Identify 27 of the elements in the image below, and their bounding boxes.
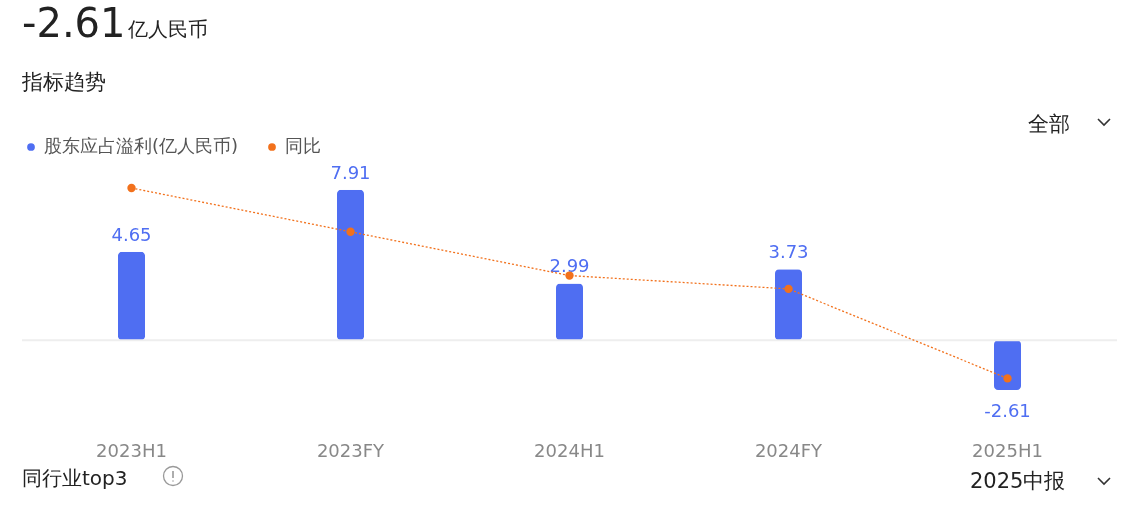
bar bbox=[556, 283, 583, 341]
text: 指标趋势 bbox=[22, 69, 106, 96]
x-tick-label: 2025H1 bbox=[972, 439, 1043, 461]
text: 同行业top3 bbox=[22, 465, 128, 492]
legend-label: 同比 bbox=[285, 135, 321, 156]
data-label: -2.61 bbox=[984, 400, 1031, 421]
data-label: 2.99 bbox=[549, 255, 590, 277]
point bbox=[127, 183, 136, 193]
point bbox=[1003, 374, 1012, 383]
text: 全部 bbox=[1028, 111, 1070, 138]
x-tick-label: 2023H1 bbox=[96, 439, 167, 461]
point bbox=[784, 284, 793, 294]
bar bbox=[994, 340, 1021, 390]
x-tick-label: 2024H1 bbox=[534, 439, 605, 461]
x-tick-label: 2024FY bbox=[754, 439, 824, 461]
data-label: 4.65 bbox=[111, 223, 152, 245]
bar bbox=[337, 189, 364, 341]
bar bbox=[118, 251, 145, 341]
x-tick-label: 2023FY bbox=[316, 439, 386, 461]
point bbox=[346, 227, 355, 236]
data-label: 7.91 bbox=[330, 161, 371, 183]
bar bbox=[775, 269, 802, 341]
text: 2025中报 bbox=[970, 468, 1066, 495]
data-label: 3.73 bbox=[768, 241, 809, 263]
chart-subtitle: 亿人民币 bbox=[128, 16, 208, 43]
chart-title: -2.61 bbox=[22, 0, 126, 46]
legend-label: 股东应占溢利(亿人民币) bbox=[44, 135, 239, 156]
